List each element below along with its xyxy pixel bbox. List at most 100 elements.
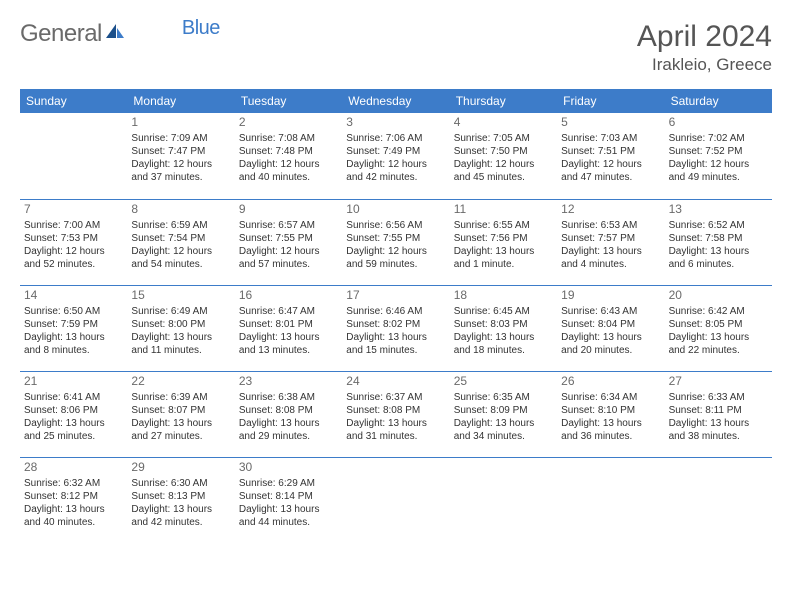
daylight-text-2: and 44 minutes.	[239, 516, 338, 529]
day-number: 1	[131, 115, 230, 131]
calendar-cell: 23Sunrise: 6:38 AMSunset: 8:08 PMDayligh…	[235, 371, 342, 457]
sunrise-text: Sunrise: 6:59 AM	[131, 219, 230, 232]
daylight-text-2: and 49 minutes.	[669, 171, 768, 184]
sunset-text: Sunset: 7:51 PM	[561, 145, 660, 158]
sunset-text: Sunset: 8:02 PM	[346, 318, 445, 331]
sunset-text: Sunset: 7:47 PM	[131, 145, 230, 158]
calendar-header-row: SundayMondayTuesdayWednesdayThursdayFrid…	[20, 89, 772, 113]
daylight-text-1: Daylight: 13 hours	[454, 331, 553, 344]
daylight-text-2: and 36 minutes.	[561, 430, 660, 443]
daylight-text-1: Daylight: 12 hours	[131, 245, 230, 258]
daylight-text-2: and 4 minutes.	[561, 258, 660, 271]
sunrise-text: Sunrise: 6:45 AM	[454, 305, 553, 318]
sunset-text: Sunset: 7:55 PM	[346, 232, 445, 245]
daylight-text-1: Daylight: 12 hours	[454, 158, 553, 171]
daylight-text-2: and 6 minutes.	[669, 258, 768, 271]
calendar-cell: 27Sunrise: 6:33 AMSunset: 8:11 PMDayligh…	[665, 371, 772, 457]
sunset-text: Sunset: 8:06 PM	[24, 404, 123, 417]
calendar-cell: 7Sunrise: 7:00 AMSunset: 7:53 PMDaylight…	[20, 199, 127, 285]
sunset-text: Sunset: 8:00 PM	[131, 318, 230, 331]
sunset-text: Sunset: 8:01 PM	[239, 318, 338, 331]
calendar-page: General Blue April 2024 Irakleio, Greece…	[0, 0, 792, 543]
day-number: 18	[454, 288, 553, 304]
daylight-text-2: and 40 minutes.	[239, 171, 338, 184]
sunset-text: Sunset: 8:14 PM	[239, 490, 338, 503]
daylight-text-2: and 22 minutes.	[669, 344, 768, 357]
calendar-cell	[665, 457, 772, 543]
calendar-cell: 4Sunrise: 7:05 AMSunset: 7:50 PMDaylight…	[450, 113, 557, 199]
logo-text-1: General	[20, 20, 102, 48]
daylight-text-1: Daylight: 13 hours	[131, 417, 230, 430]
sunset-text: Sunset: 8:05 PM	[669, 318, 768, 331]
sunset-text: Sunset: 8:04 PM	[561, 318, 660, 331]
sunset-text: Sunset: 7:55 PM	[239, 232, 338, 245]
calendar-cell: 25Sunrise: 6:35 AMSunset: 8:09 PMDayligh…	[450, 371, 557, 457]
sunrise-text: Sunrise: 6:57 AM	[239, 219, 338, 232]
sunrise-text: Sunrise: 7:00 AM	[24, 219, 123, 232]
calendar-cell: 3Sunrise: 7:06 AMSunset: 7:49 PMDaylight…	[342, 113, 449, 199]
sunset-text: Sunset: 7:59 PM	[24, 318, 123, 331]
sunset-text: Sunset: 8:03 PM	[454, 318, 553, 331]
sunrise-text: Sunrise: 6:33 AM	[669, 391, 768, 404]
calendar-cell: 10Sunrise: 6:56 AMSunset: 7:55 PMDayligh…	[342, 199, 449, 285]
day-number: 10	[346, 202, 445, 218]
sunset-text: Sunset: 8:11 PM	[669, 404, 768, 417]
daylight-text-2: and 42 minutes.	[346, 171, 445, 184]
daylight-text-2: and 52 minutes.	[24, 258, 123, 271]
daylight-text-1: Daylight: 13 hours	[239, 417, 338, 430]
sunrise-text: Sunrise: 7:05 AM	[454, 132, 553, 145]
calendar-cell	[20, 113, 127, 199]
daylight-text-1: Daylight: 13 hours	[561, 331, 660, 344]
day-number: 11	[454, 202, 553, 218]
calendar-cell: 8Sunrise: 6:59 AMSunset: 7:54 PMDaylight…	[127, 199, 234, 285]
sunrise-text: Sunrise: 6:46 AM	[346, 305, 445, 318]
day-header: Tuesday	[235, 89, 342, 113]
daylight-text-2: and 54 minutes.	[131, 258, 230, 271]
calendar-cell: 18Sunrise: 6:45 AMSunset: 8:03 PMDayligh…	[450, 285, 557, 371]
day-number: 28	[24, 460, 123, 476]
daylight-text-2: and 38 minutes.	[669, 430, 768, 443]
day-number: 15	[131, 288, 230, 304]
daylight-text-1: Daylight: 13 hours	[669, 331, 768, 344]
sunrise-text: Sunrise: 6:41 AM	[24, 391, 123, 404]
sunset-text: Sunset: 7:49 PM	[346, 145, 445, 158]
daylight-text-1: Daylight: 12 hours	[346, 158, 445, 171]
daylight-text-2: and 1 minute.	[454, 258, 553, 271]
daylight-text-2: and 18 minutes.	[454, 344, 553, 357]
daylight-text-1: Daylight: 13 hours	[454, 417, 553, 430]
daylight-text-2: and 45 minutes.	[454, 171, 553, 184]
calendar-cell: 11Sunrise: 6:55 AMSunset: 7:56 PMDayligh…	[450, 199, 557, 285]
day-number: 2	[239, 115, 338, 131]
sunset-text: Sunset: 7:52 PM	[669, 145, 768, 158]
sunrise-text: Sunrise: 7:06 AM	[346, 132, 445, 145]
calendar-cell: 30Sunrise: 6:29 AMSunset: 8:14 PMDayligh…	[235, 457, 342, 543]
sunrise-text: Sunrise: 6:55 AM	[454, 219, 553, 232]
daylight-text-2: and 42 minutes.	[131, 516, 230, 529]
sunset-text: Sunset: 7:48 PM	[239, 145, 338, 158]
calendar-cell: 16Sunrise: 6:47 AMSunset: 8:01 PMDayligh…	[235, 285, 342, 371]
sunset-text: Sunset: 8:07 PM	[131, 404, 230, 417]
daylight-text-1: Daylight: 12 hours	[24, 245, 123, 258]
sunset-text: Sunset: 7:57 PM	[561, 232, 660, 245]
sunrise-text: Sunrise: 6:30 AM	[131, 477, 230, 490]
logo-text-2: Blue	[182, 17, 220, 40]
day-header: Sunday	[20, 89, 127, 113]
calendar-cell: 6Sunrise: 7:02 AMSunset: 7:52 PMDaylight…	[665, 113, 772, 199]
calendar-cell: 22Sunrise: 6:39 AMSunset: 8:07 PMDayligh…	[127, 371, 234, 457]
day-number: 8	[131, 202, 230, 218]
day-header: Saturday	[665, 89, 772, 113]
daylight-text-1: Daylight: 13 hours	[346, 331, 445, 344]
sunset-text: Sunset: 7:50 PM	[454, 145, 553, 158]
sunrise-text: Sunrise: 6:38 AM	[239, 391, 338, 404]
day-header: Friday	[557, 89, 664, 113]
daylight-text-1: Daylight: 12 hours	[561, 158, 660, 171]
calendar-cell: 26Sunrise: 6:34 AMSunset: 8:10 PMDayligh…	[557, 371, 664, 457]
daylight-text-1: Daylight: 13 hours	[561, 245, 660, 258]
day-header: Thursday	[450, 89, 557, 113]
daylight-text-2: and 15 minutes.	[346, 344, 445, 357]
day-number: 6	[669, 115, 768, 131]
daylight-text-2: and 40 minutes.	[24, 516, 123, 529]
day-number: 16	[239, 288, 338, 304]
sunrise-text: Sunrise: 6:37 AM	[346, 391, 445, 404]
daylight-text-1: Daylight: 13 hours	[24, 331, 123, 344]
